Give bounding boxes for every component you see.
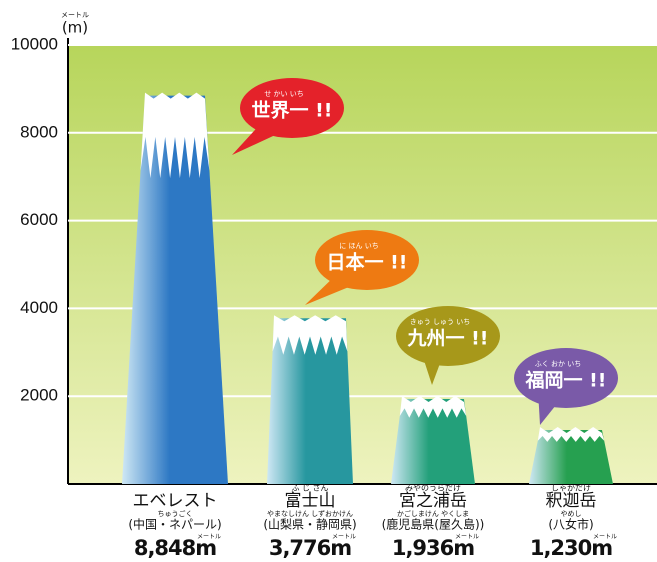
category-ruby: みやのうらだけ [405,484,461,493]
bubble-text: 日本一 !! [327,251,408,274]
category-ruby: ふ じ さん [291,484,328,493]
mountain [122,95,228,484]
value-label: 1,936m [392,536,474,560]
sublabel: (八女市) [548,517,593,532]
sublabel-ruby: やまなしけん しずおかけん [267,509,353,518]
bubble-text: 世界一 !! [252,100,333,122]
y-tick-label: 6000 [20,210,58,229]
mountain [391,399,475,484]
value-label: 3,776m [269,536,351,560]
snow-cap [140,92,210,179]
y-unit-ruby: メートル [61,11,89,19]
bubble-ruby: ふく おか いち [535,360,581,368]
bubble-text: 福岡一 !! [525,369,607,392]
sublabel-ruby: ちゅうごく [158,509,193,518]
sublabel-ruby: やめし [561,510,582,518]
value-label: 8,848m [134,536,216,560]
y-unit: (m) [62,19,88,37]
y-tick-label: 8000 [20,122,58,141]
value-label: 1,230m [530,536,612,560]
category-label: 富士山 [285,491,336,511]
category-ruby: しゃかだけ [551,484,591,493]
y-tick-label: 10000 [11,34,58,53]
sublabel: (中国・ネパール) [128,517,221,532]
snow-cap [272,315,348,355]
sublabel: (鹿児島県(屋久島)) [382,517,485,532]
y-tick-label: 4000 [20,298,58,317]
y-tick-label: 2000 [20,386,58,405]
value-ruby: メートル [593,534,617,541]
category-label: エベレスト [133,491,218,511]
bubble [514,348,618,408]
bubble-text: 九州一 !! [407,328,489,350]
mountain [529,430,613,484]
bubble-ruby: きゅう しゅう いち [410,318,470,326]
value-ruby: メートル [332,534,356,541]
bubble-ruby: に ほん いち [339,242,378,250]
value-ruby: メートル [197,534,221,541]
category-label: 釈迦岳 [546,491,597,511]
bubble [240,78,344,138]
value-ruby: メートル [455,534,479,541]
bubble [315,230,419,290]
bubble [396,306,500,366]
sublabel: (山梨県・静岡県) [263,518,356,532]
sublabel-ruby: かごしまけん やくしま [397,509,469,518]
bubble-ruby: せ かい いち [264,90,303,98]
snow-cap [537,427,605,442]
mountain [267,318,353,484]
category-label: 宮之浦岳 [399,491,467,511]
snow-cap [399,396,467,418]
